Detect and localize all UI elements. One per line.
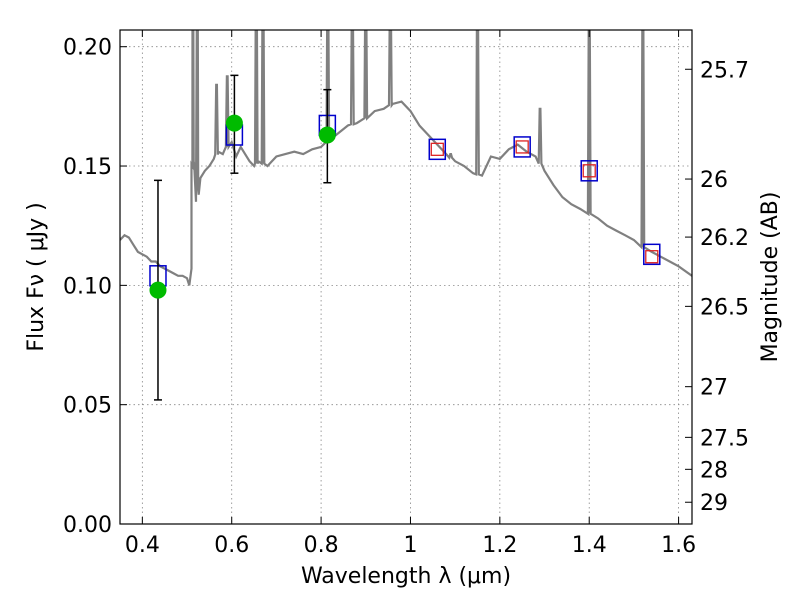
x-tick-label: 1.6 [661,533,696,558]
x-tick-label: 0.4 [125,533,160,558]
mag-tick-label: 26.5 [700,295,749,320]
y-tick-label: 0.05 [63,394,112,419]
mag-tick-label: 29 [700,491,728,516]
x-tick-label: 1 [403,533,417,558]
mag-tick-label: 27.5 [700,426,749,451]
mag-tick-label: 27 [700,376,728,401]
x-tick-label: 0.8 [304,533,339,558]
observed-photometry-box [582,164,596,178]
axis-layer: 0.4 0.6 0.8 1 1.2 1.4 1.6 0.00 0.05 0.10 0.15 0.20 2… [63,30,749,558]
y-tick-label: 0.00 [63,513,112,538]
observed-photometry-box [645,250,659,264]
measurement-point [225,114,243,132]
y-tick-label: 0.15 [63,155,112,180]
model-photometry-box [428,138,447,161]
y-tick-label: 0.10 [63,274,112,299]
x-tick-label: 1.2 [482,533,517,558]
x-tick-label: 1.4 [572,533,607,558]
measurement-point [318,126,336,144]
grid-layer [120,30,692,525]
spectrum-line [120,30,692,286]
model-photometry-box [580,160,598,182]
mag-tick-label: 26.2 [700,226,749,251]
mag-tick-label: 25.7 [700,58,749,83]
y-tick-label: 0.20 [63,36,112,61]
model-photometry-box [513,136,531,158]
y-axis-label: Flux Fν ( μJy ) [24,202,49,351]
observed-photometry-box [515,140,529,154]
plot-frame [119,29,693,525]
model-photometry-box [643,243,661,266]
measurement-point [149,281,167,299]
x-tick-label: 0.6 [214,533,249,558]
mag-tick-label: 28 [700,458,728,483]
x-axis-label: Wavelength λ (μm) [301,564,511,589]
mag-tick-label: 26 [700,168,728,193]
data-layer [120,30,692,401]
right-axis-label: Magnitude (AB) [758,192,783,363]
observed-photometry-box [430,142,444,156]
